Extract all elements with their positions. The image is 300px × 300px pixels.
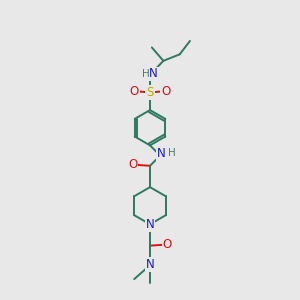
Text: N: N [146,218,154,231]
Text: N: N [146,258,154,271]
Text: O: O [130,85,139,98]
Text: H: H [142,69,150,79]
Text: O: O [161,85,170,98]
Text: N: N [157,147,166,160]
Text: N: N [149,67,158,80]
Text: H: H [168,148,176,158]
Text: S: S [146,86,154,99]
Text: O: O [163,238,172,251]
Text: O: O [128,158,137,171]
